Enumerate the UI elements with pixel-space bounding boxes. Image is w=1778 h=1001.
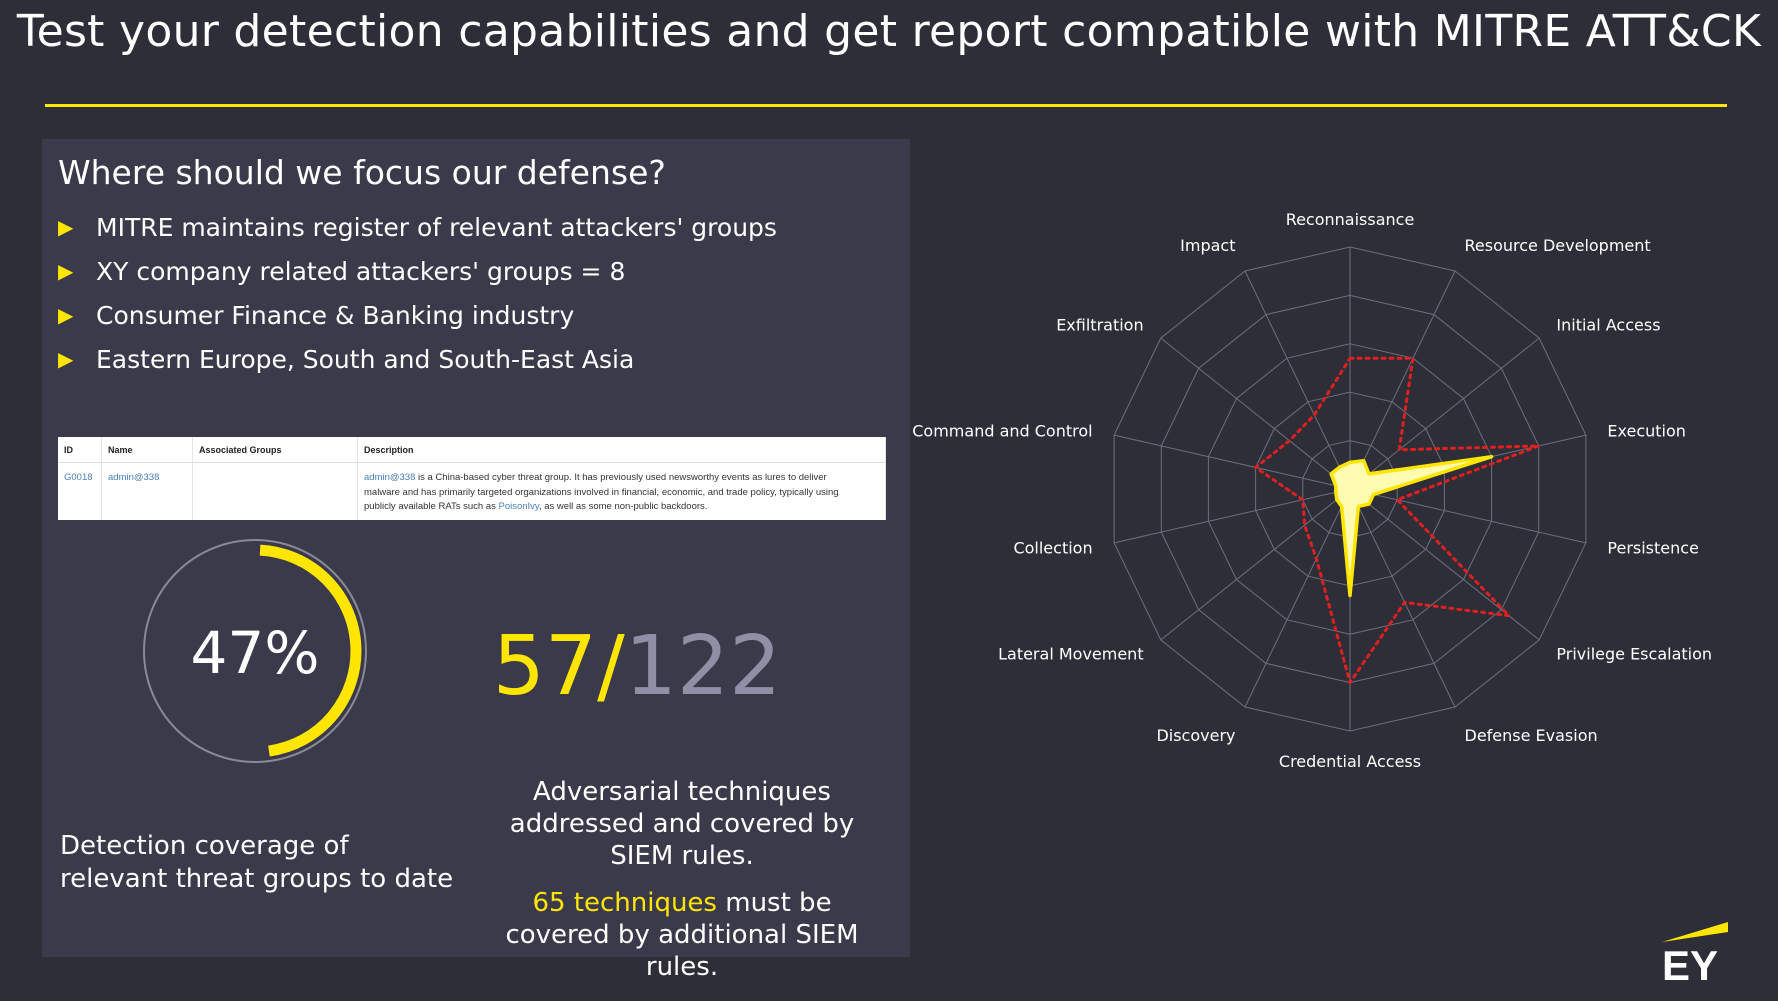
radar-axis-labels: Reconnaissance Resource Development Initia… [912, 210, 1712, 770]
axis-label-discovery: Discovery [1156, 726, 1235, 745]
radar-spoke [1349, 337, 1540, 490]
count-separator: / [597, 619, 625, 714]
column-header-name: Name [101, 437, 193, 463]
radar-spoke [1244, 488, 1351, 708]
covered-techniques-label: Adversarial techniques addressed and cov… [509, 777, 855, 871]
ey-logo-text: EY [1662, 942, 1718, 988]
radar-spoke [1349, 270, 1456, 490]
table-header-row: ID Name Associated Groups Description [58, 437, 886, 463]
axis-label-command-and-control: Command and Control [912, 421, 1092, 440]
focus-panel: Where should we focus our defense? ▶ MIT… [42, 139, 910, 982]
list-item: ▶ Consumer Finance & Banking industry [58, 293, 777, 337]
axis-label-impact: Impact [1180, 236, 1235, 255]
focus-bullet-list: ▶ MITRE maintains register of relevant a… [58, 205, 777, 381]
description-text: is a China-based cyber threat group. It … [415, 472, 827, 483]
axis-label-execution: Execution [1607, 421, 1686, 440]
axis-label-exfiltration: Exfiltration [1056, 315, 1143, 334]
radar-series-group [1254, 356, 1541, 685]
description-text: , as well as some non-public backdoors. [538, 501, 708, 512]
radar-spoke [1160, 488, 1351, 641]
triangle-right-icon: ▶ [58, 215, 74, 239]
mitre-tactics-radar-chart: Reconnaissance Resource Development Initia… [912, 210, 1712, 770]
radar-series-2 [1254, 356, 1541, 685]
coverage-ring-track [143, 539, 367, 763]
axis-label-reconnaissance: Reconnaissance [1286, 210, 1415, 229]
radar-spoke [1349, 488, 1540, 641]
radar-spoke [1349, 488, 1456, 708]
bullet-text: MITRE maintains register of relevant att… [96, 212, 777, 242]
title-divider [45, 104, 1727, 107]
axis-label-lateral-movement: Lateral Movement [998, 645, 1144, 664]
axis-label-privilege-escalation: Privilege Escalation [1556, 645, 1712, 664]
radar-spoke [1113, 488, 1351, 544]
associated-groups-cell [192, 462, 358, 520]
radar-spoke [1244, 270, 1351, 490]
column-header-description: Description [357, 437, 886, 463]
technique-count: 57/122 [482, 619, 792, 714]
axis-label-defense-evasion: Defense Evasion [1465, 726, 1598, 745]
coverage-progress-ring [143, 539, 367, 763]
remaining-techniques-highlight: 65 techniques [532, 888, 717, 918]
bullet-text: Eastern Europe, South and South-East Asi… [96, 344, 635, 374]
triangle-right-icon: ▶ [58, 347, 74, 371]
description-text: malware and has primarily targeted organ… [364, 486, 839, 498]
remaining-techniques-text: must be covered by additional SIEM rules… [505, 888, 859, 982]
column-header-associated-groups: Associated Groups [192, 437, 358, 463]
triangle-right-icon: ▶ [58, 259, 74, 283]
description-cell: admin@338 is a China-based cyber threat … [357, 462, 886, 520]
list-item: ▶ XY company related attackers' groups =… [58, 249, 777, 293]
column-header-id: ID [58, 437, 102, 463]
radar-spoke [1349, 488, 1587, 544]
ey-logo-beam [1662, 922, 1728, 942]
covered-technique-count: 57 [492, 619, 598, 714]
coverage-label: Detection coverage of relevant threat gr… [60, 831, 454, 894]
list-item: ▶ MITRE maintains register of relevant a… [58, 205, 777, 249]
focus-heading: Where should we focus our defense? [58, 153, 666, 192]
triangle-right-icon: ▶ [58, 303, 74, 327]
remaining-techniques-note: 65 techniques must be covered by additio… [482, 887, 882, 983]
ey-logo: EY [1662, 922, 1728, 988]
list-item: ▶ Eastern Europe, South and South-East A… [58, 337, 777, 381]
axis-label-persistence: Persistence [1607, 539, 1699, 558]
radar-spoke [1160, 337, 1351, 490]
bullet-text: XY company related attackers' groups = 8 [96, 256, 626, 286]
axis-label-collection: Collection [1013, 539, 1092, 558]
axis-label-resource-development: Resource Development [1465, 236, 1651, 255]
group-name-link[interactable]: admin@338 [101, 462, 193, 520]
table-row: G0018 admin@338 admin@338 is a China-bas… [58, 462, 886, 520]
attacker-group-table: ID Name Associated Groups Description G0… [58, 437, 886, 520]
poisonivy-link[interactable]: PoisonIvy [498, 501, 539, 512]
coverage-ring-fill [259, 544, 362, 757]
description-group-link[interactable]: admin@338 [364, 472, 416, 483]
axis-label-credential-access: Credential Access [1279, 752, 1421, 770]
coverage-percent: 47% [190, 619, 320, 687]
group-id-link[interactable]: G0018 [58, 462, 102, 520]
total-technique-count: 122 [624, 619, 782, 714]
description-text: publicly available RATs such as [364, 501, 499, 512]
page-title: Test your detection capabilities and get… [16, 6, 1762, 57]
bullet-text: Consumer Finance & Banking industry [96, 300, 575, 330]
radar-spoke [1113, 434, 1351, 490]
radar-grid [1113, 246, 1587, 732]
radar-series-1 [1329, 454, 1494, 598]
axis-label-initial-access: Initial Access [1556, 315, 1660, 334]
